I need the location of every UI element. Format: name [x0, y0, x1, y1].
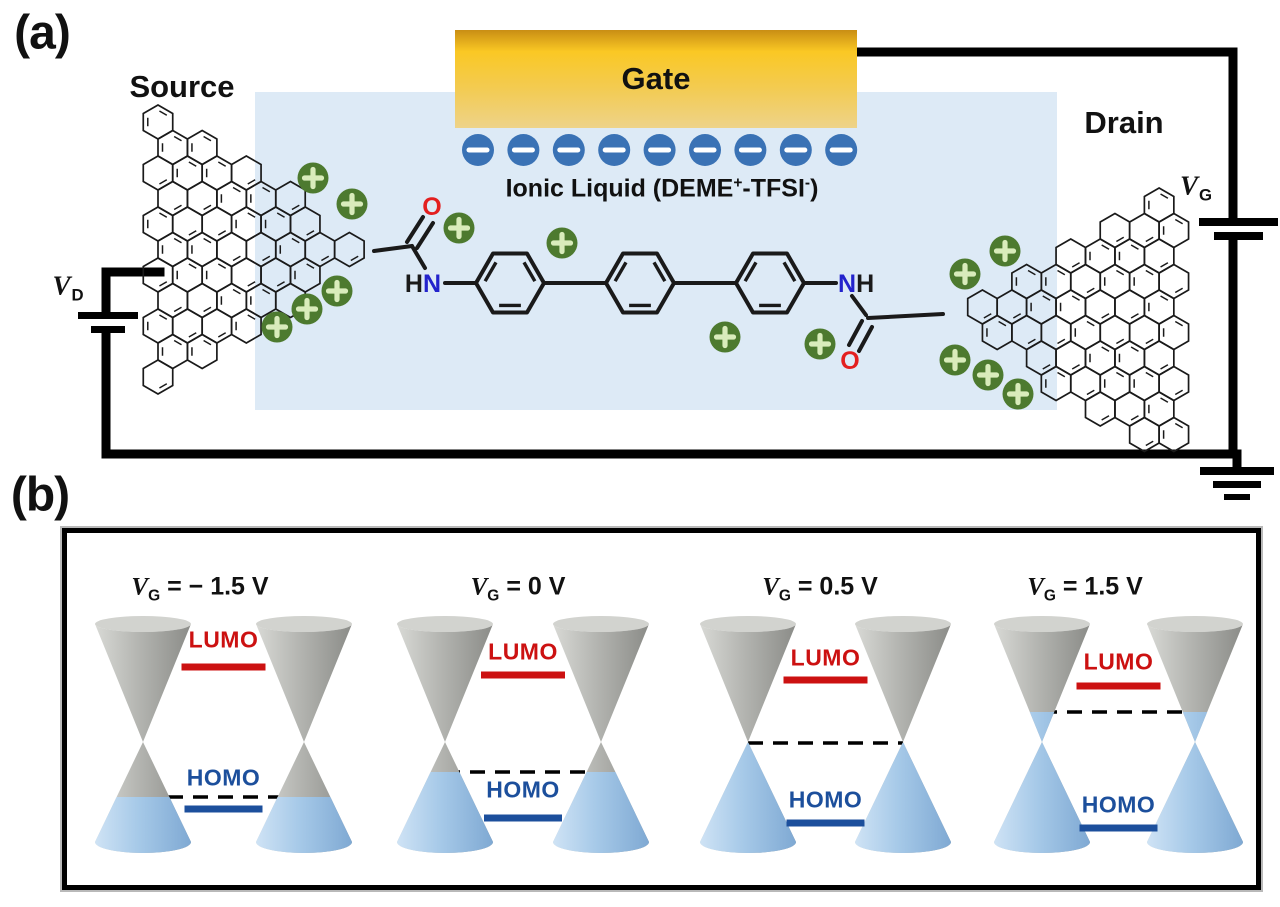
band-panel	[700, 616, 951, 853]
upper-cone	[95, 624, 191, 742]
vd-label: VD	[52, 270, 84, 305]
cone-panel-title: VG = 0 V	[470, 572, 566, 605]
vg-label: VG	[1179, 170, 1213, 205]
source-wire	[101, 267, 165, 316]
filled-states	[256, 797, 352, 853]
circuit-wires	[101, 47, 1242, 472]
cone-top-rim	[397, 616, 493, 632]
cone-top-rim	[256, 616, 352, 632]
lumo-label: LUMO	[1083, 648, 1154, 675]
lumo-label: LUMO	[188, 626, 259, 653]
molecule-bonds	[372, 215, 945, 353]
bottom-wire	[101, 328, 1242, 459]
vd-battery	[78, 312, 138, 333]
filled-states	[1147, 712, 1243, 853]
upper-cone	[994, 624, 1090, 742]
upper-cone	[855, 624, 951, 742]
left-amide-hn: HN	[405, 270, 441, 298]
cone-panel-title: VG = 1.5 V	[1027, 572, 1143, 605]
cone-top-rim	[855, 616, 951, 632]
gate-wire	[850, 47, 1238, 221]
gate-label: Gate	[621, 61, 691, 96]
upper-cone	[700, 624, 796, 742]
upper-cone	[1147, 624, 1243, 742]
vg-battery	[1199, 218, 1278, 240]
graphene-flakes	[142, 104, 1190, 453]
filled-states	[994, 712, 1090, 853]
lumo-level-bar	[181, 663, 266, 671]
homo-level-bar	[786, 819, 865, 827]
lumo-label: LUMO	[790, 644, 861, 671]
lumo-level-bar	[783, 676, 868, 684]
homo-level-bar	[184, 805, 263, 813]
homo-level-bar	[1079, 824, 1158, 832]
cation-circles	[261, 162, 1034, 410]
homo-label: HOMO	[486, 776, 560, 803]
gate-electrode	[455, 30, 857, 128]
upper-cone	[553, 624, 649, 742]
panel-b-label: (b)	[10, 468, 70, 522]
right-amide-oxygen: O	[840, 347, 859, 375]
cone-top-rim	[700, 616, 796, 632]
upper-cone	[397, 624, 493, 742]
band-panel	[397, 616, 649, 853]
panel-a-label: (a)	[14, 6, 71, 60]
filled-states	[95, 797, 191, 853]
band-diagram-box	[60, 526, 1263, 892]
lumo-level-bar	[1076, 682, 1161, 690]
homo-label: HOMO	[1081, 791, 1156, 818]
homo-label: HOMO	[788, 786, 863, 813]
filled-states	[855, 743, 951, 853]
lumo-label: LUMO	[488, 638, 558, 665]
dirac-cones	[95, 616, 1243, 853]
lumo-level-bar	[481, 671, 565, 679]
filled-states	[700, 743, 796, 853]
upper-cone	[256, 624, 352, 742]
drain-label: Drain	[1084, 105, 1164, 140]
filled-states	[553, 772, 649, 853]
right-amide-nh: NH	[838, 270, 874, 298]
band-panel	[994, 616, 1243, 853]
cone-top-rim	[95, 616, 191, 632]
ionic-liquid-label: Ionic Liquid (DEME+-TFSI-)	[505, 174, 819, 203]
ground-icon	[1200, 467, 1274, 500]
cone-top-rim	[994, 616, 1090, 632]
band-panel	[95, 616, 352, 853]
source-label: Source	[129, 69, 235, 104]
filled-states	[397, 772, 493, 853]
cone-top-rim	[1147, 616, 1243, 632]
cone-panel-title: VG = − 1.5 V	[131, 572, 269, 605]
cone-top-rim	[553, 616, 649, 632]
homo-label: HOMO	[186, 764, 261, 791]
left-amide-oxygen: O	[422, 193, 441, 221]
homo-level-bar	[484, 814, 562, 822]
anion-row	[462, 134, 858, 166]
cone-panel-title: VG = 0.5 V	[762, 572, 878, 605]
